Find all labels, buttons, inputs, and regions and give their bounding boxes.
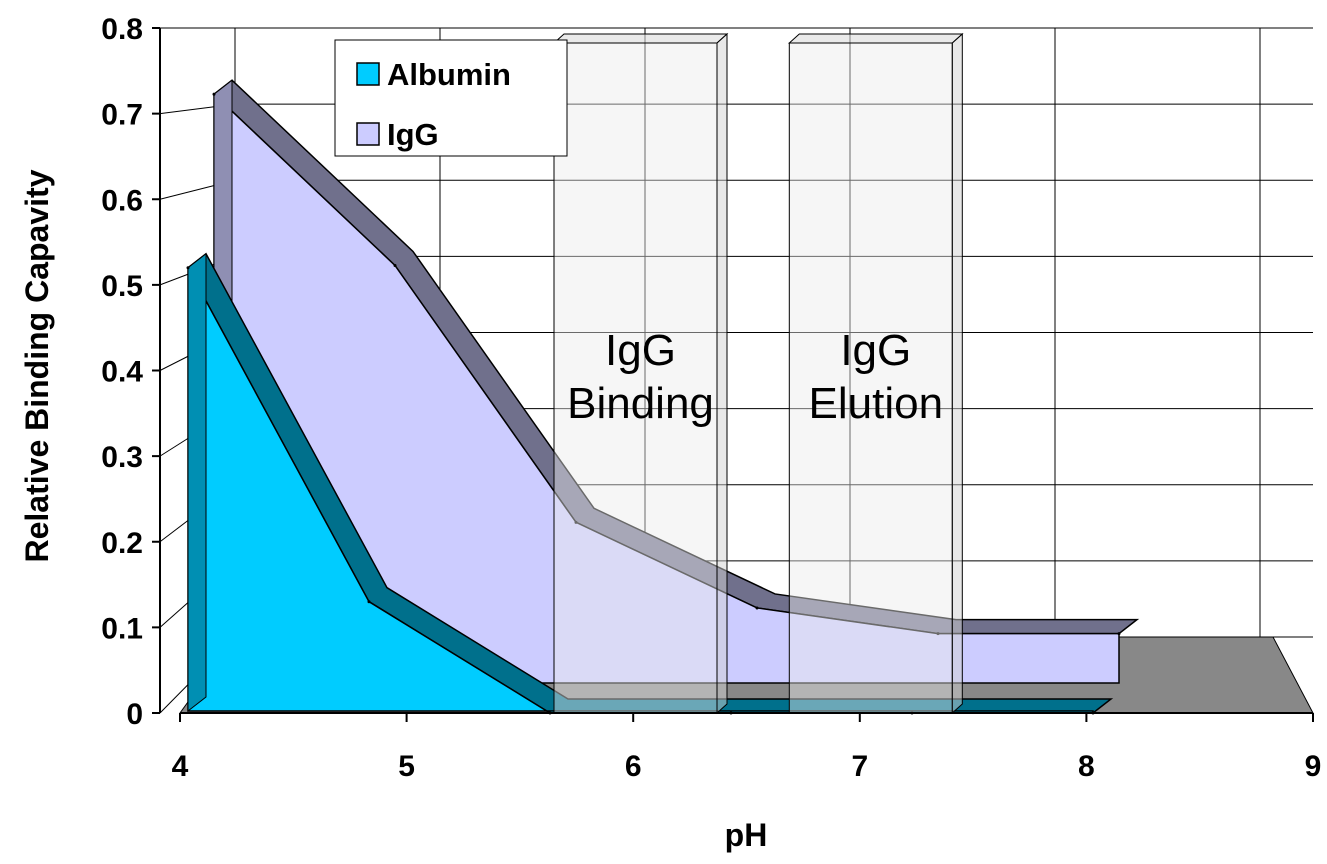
data-point-igg-8 <box>936 632 940 636</box>
y-tick-label: 0.6 <box>101 184 143 217</box>
data-point-albumin-5 <box>367 600 371 604</box>
region-front <box>788 42 953 714</box>
y-tick-label: 0.3 <box>101 441 143 474</box>
legend-swatch-albumin <box>356 62 380 86</box>
x-tick-label: 9 <box>1305 750 1322 783</box>
data-point-igg-5 <box>393 263 397 267</box>
y-tick-label: 0 <box>126 698 143 731</box>
x-tick-label: 7 <box>851 750 868 783</box>
series-layer <box>186 79 1140 715</box>
region-label-line: Binding <box>567 379 714 428</box>
region-top <box>787 33 964 44</box>
data-point-albumin-4 <box>186 266 190 270</box>
region-side <box>951 32 963 715</box>
y-tick-label: 0.7 <box>101 99 143 132</box>
legend-swatch-igg <box>356 122 380 146</box>
y-tick-label: 0.1 <box>101 612 143 645</box>
x-tick-label: 6 <box>625 750 642 783</box>
data-point-igg-6 <box>574 520 578 524</box>
x-axis-title: pH <box>725 817 768 853</box>
legend-label-albumin: Albumin <box>387 57 511 92</box>
region-label-line: IgG <box>605 326 676 375</box>
region-label-line: IgG <box>840 326 911 375</box>
region-side <box>716 32 728 715</box>
region-label-line: Elution <box>809 379 944 428</box>
y-tick-label: 0.5 <box>101 270 143 303</box>
region-front <box>553 42 718 714</box>
y-tick-label: 0.8 <box>101 13 143 46</box>
x-tick-label: 5 <box>398 750 415 783</box>
legend: Albumin IgG <box>334 39 568 157</box>
tick-labels: 0 0.1 0.2 0.3 0.4 0.5 0.6 0.7 0.8 4 5 6 7 8 9 <box>101 13 1321 783</box>
y-axis-title: Relative Binding Capavity <box>19 169 55 562</box>
x-tick-label: 8 <box>1078 750 1095 783</box>
series-side-albumin <box>187 252 207 713</box>
legend-label-igg: IgG <box>387 117 439 152</box>
data-point-igg-9 <box>1117 632 1121 636</box>
x-tick-label: 4 <box>172 750 189 783</box>
region-top <box>552 33 729 44</box>
y-tick-label: 0.2 <box>101 527 143 560</box>
data-point-igg-4 <box>212 92 216 96</box>
y-tick-label: 0.4 <box>101 356 143 389</box>
data-point-igg-7 <box>755 606 759 610</box>
